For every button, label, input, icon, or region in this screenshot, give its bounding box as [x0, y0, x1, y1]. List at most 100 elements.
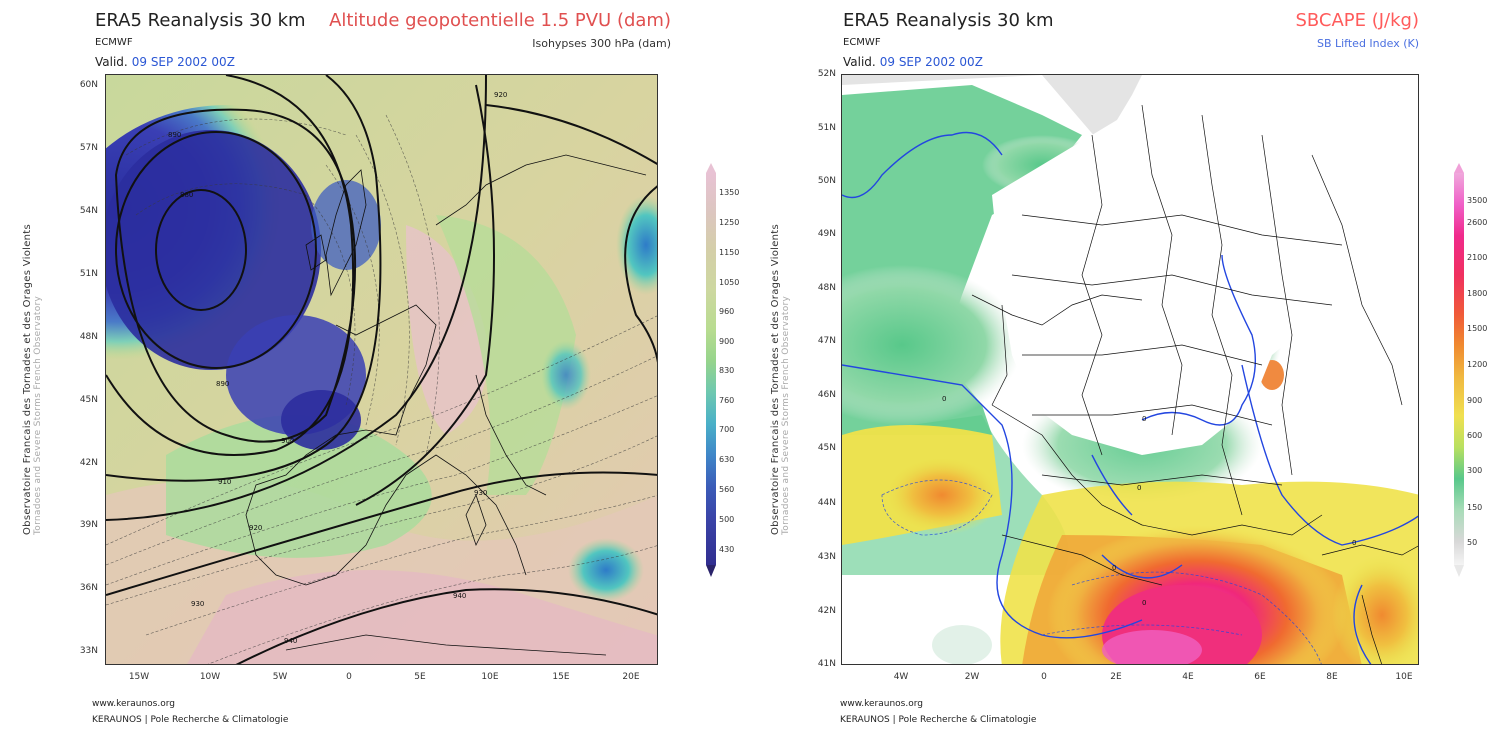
right-lat-label: 51N [817, 123, 836, 133]
right-parameter: SBCAPE (J/kg) [1295, 10, 1419, 31]
right-contour-label: 0 [942, 395, 946, 403]
left-lon-label: 20E [622, 672, 640, 682]
right-lon-label: 2W [964, 672, 980, 682]
left-colorbar-label: 1250 [719, 218, 740, 227]
right-lon-label: 6E [1254, 672, 1266, 682]
left-colorbar [706, 173, 716, 565]
left-lat-label: 42N [79, 458, 98, 468]
right-lat-label: 42N [817, 606, 836, 616]
left-colorbar-label: 1350 [719, 188, 740, 197]
left-colorbar-label: 900 [719, 337, 735, 346]
left-lon-label: 5E [414, 672, 426, 682]
right-lat-label: 49N [817, 229, 836, 239]
left-colorbar-label: 960 [719, 307, 735, 316]
right-lat-label: 43N [817, 552, 836, 562]
left-map: 920 890 880 890 900 910 920 930 940 940 … [105, 74, 658, 665]
right-footer-url: www.keraunos.org [840, 699, 923, 709]
right-sub-parameter: SB Lifted Index (K) [1316, 37, 1419, 50]
left-lat-label: 48N [79, 332, 98, 342]
right-contour-label: 0 [1142, 415, 1146, 423]
right-valid: Valid. 09 SEP 2002 00Z [843, 55, 983, 69]
right-panel: ERA5 Reanalysis 30 km ECMWF Valid. 09 SEP… [748, 0, 1493, 739]
right-colorbar-label: 300 [1467, 466, 1483, 475]
right-contour-label: 0 [1112, 564, 1116, 572]
right-lat-label: 41N [817, 659, 836, 669]
right-colorbar-label: 900 [1467, 396, 1483, 405]
left-lon-label: 10W [199, 672, 221, 682]
left-colorbar-bottom-arrow [706, 565, 716, 577]
right-contour-label: 0 [1137, 484, 1141, 492]
left-contour-label: 900 [281, 437, 294, 445]
right-title: ERA5 Reanalysis 30 km [843, 10, 1054, 31]
left-colorbar-label: 630 [719, 455, 735, 464]
left-colorbar-label: 760 [719, 396, 735, 405]
left-footer-credit: KERAUNOS | Pole Recherche & Climatologie [92, 715, 289, 725]
right-contour-label: 0 [1142, 599, 1146, 607]
right-colorbar-label: 150 [1467, 503, 1483, 512]
right-colorbar-top-arrow [1454, 163, 1464, 173]
left-contour-label: 920 [249, 524, 262, 532]
right-map: 0 0 0 0 0 0 [841, 74, 1419, 665]
side-text-en: Tornadoes and Severe Storms French Obser… [781, 295, 791, 535]
left-lon-label: 0 [346, 672, 352, 682]
left-contour-label: 890 [168, 131, 181, 139]
right-colorbar-label: 1800 [1467, 289, 1488, 298]
left-lon-label: 10E [481, 672, 499, 682]
left-footer-url: www.keraunos.org [92, 699, 175, 709]
side-text-fr: Observatoire Francais des Tornades et de… [22, 223, 33, 535]
left-colorbar-label: 500 [719, 515, 735, 524]
left-colorbar-label: 830 [719, 366, 735, 375]
left-lon-label: 15E [552, 672, 570, 682]
left-colorbar-label: 560 [719, 485, 735, 494]
left-contour-label: 910 [218, 478, 231, 486]
left-lon-label: 5W [272, 672, 288, 682]
left-contour-label: 940 [453, 592, 466, 600]
left-lat-label: 45N [79, 395, 98, 405]
right-org: ECMWF [843, 37, 881, 48]
left-contour-label: 930 [191, 600, 204, 608]
right-lon-label: 4E [1182, 672, 1194, 682]
right-lat-label: 46N [817, 390, 836, 400]
right-colorbar-label: 50 [1467, 538, 1478, 547]
left-lat-label: 39N [79, 520, 98, 530]
left-colorbar-top-arrow [706, 163, 716, 173]
left-lat-label: 54N [79, 206, 98, 216]
left-valid-date: 09 SEP 2002 00Z [131, 55, 235, 69]
left-side-text: Observatoire Francais des Tornades et de… [22, 224, 43, 535]
side-text-en: Tornadoes and Severe Storms French Obser… [33, 295, 43, 535]
left-valid-prefix: Valid. [95, 55, 128, 69]
right-lon-label: 8E [1326, 672, 1338, 682]
right-colorbar-label: 2100 [1467, 253, 1488, 262]
left-valid: Valid. 09 SEP 2002 00Z [95, 55, 235, 69]
right-colorbar-label: 1200 [1467, 360, 1488, 369]
left-contour-label: 940 [284, 637, 297, 645]
right-valid-date: 09 SEP 2002 00Z [879, 55, 983, 69]
right-side-text: Observatoire Francais des Tornades et de… [770, 224, 791, 535]
left-panel: ERA5 Reanalysis 30 km ECMWF Valid. 09 SEP… [0, 0, 746, 739]
right-map-svg: 0 0 0 0 0 0 [842, 75, 1418, 664]
left-lat-label: 51N [79, 269, 98, 279]
right-lat-label: 47N [817, 336, 836, 346]
right-lat-label: 48N [817, 283, 836, 293]
left-map-svg: 920 890 880 890 900 910 920 930 940 940 … [106, 75, 657, 664]
right-lon-label: 4W [893, 672, 909, 682]
right-colorbar-bottom-arrow [1454, 565, 1464, 577]
left-contour-label: 880 [180, 191, 193, 199]
left-lat-label: 33N [79, 646, 98, 656]
right-lat-label: 52N [817, 69, 836, 79]
right-colorbar-label: 2600 [1467, 218, 1488, 227]
right-lat-label: 45N [817, 443, 836, 453]
left-lat-label: 57N [79, 143, 98, 153]
left-lon-label: 15W [128, 672, 150, 682]
left-colorbar-label: 1050 [719, 278, 740, 287]
right-lon-label: 2E [1110, 672, 1122, 682]
right-footer-credit: KERAUNOS | Pole Recherche & Climatologie [840, 715, 1037, 725]
left-colorbar-label: 430 [719, 545, 735, 554]
left-contour-label: 930 [474, 489, 487, 497]
right-contour-label: 0 [1352, 539, 1356, 547]
right-lon-label: 0 [1041, 672, 1047, 682]
left-sub-parameter: Isohypses 300 hPa (dam) [532, 37, 671, 50]
left-contour-label: 890 [216, 380, 229, 388]
left-org: ECMWF [95, 37, 133, 48]
right-lon-label: 10E [1395, 672, 1413, 682]
